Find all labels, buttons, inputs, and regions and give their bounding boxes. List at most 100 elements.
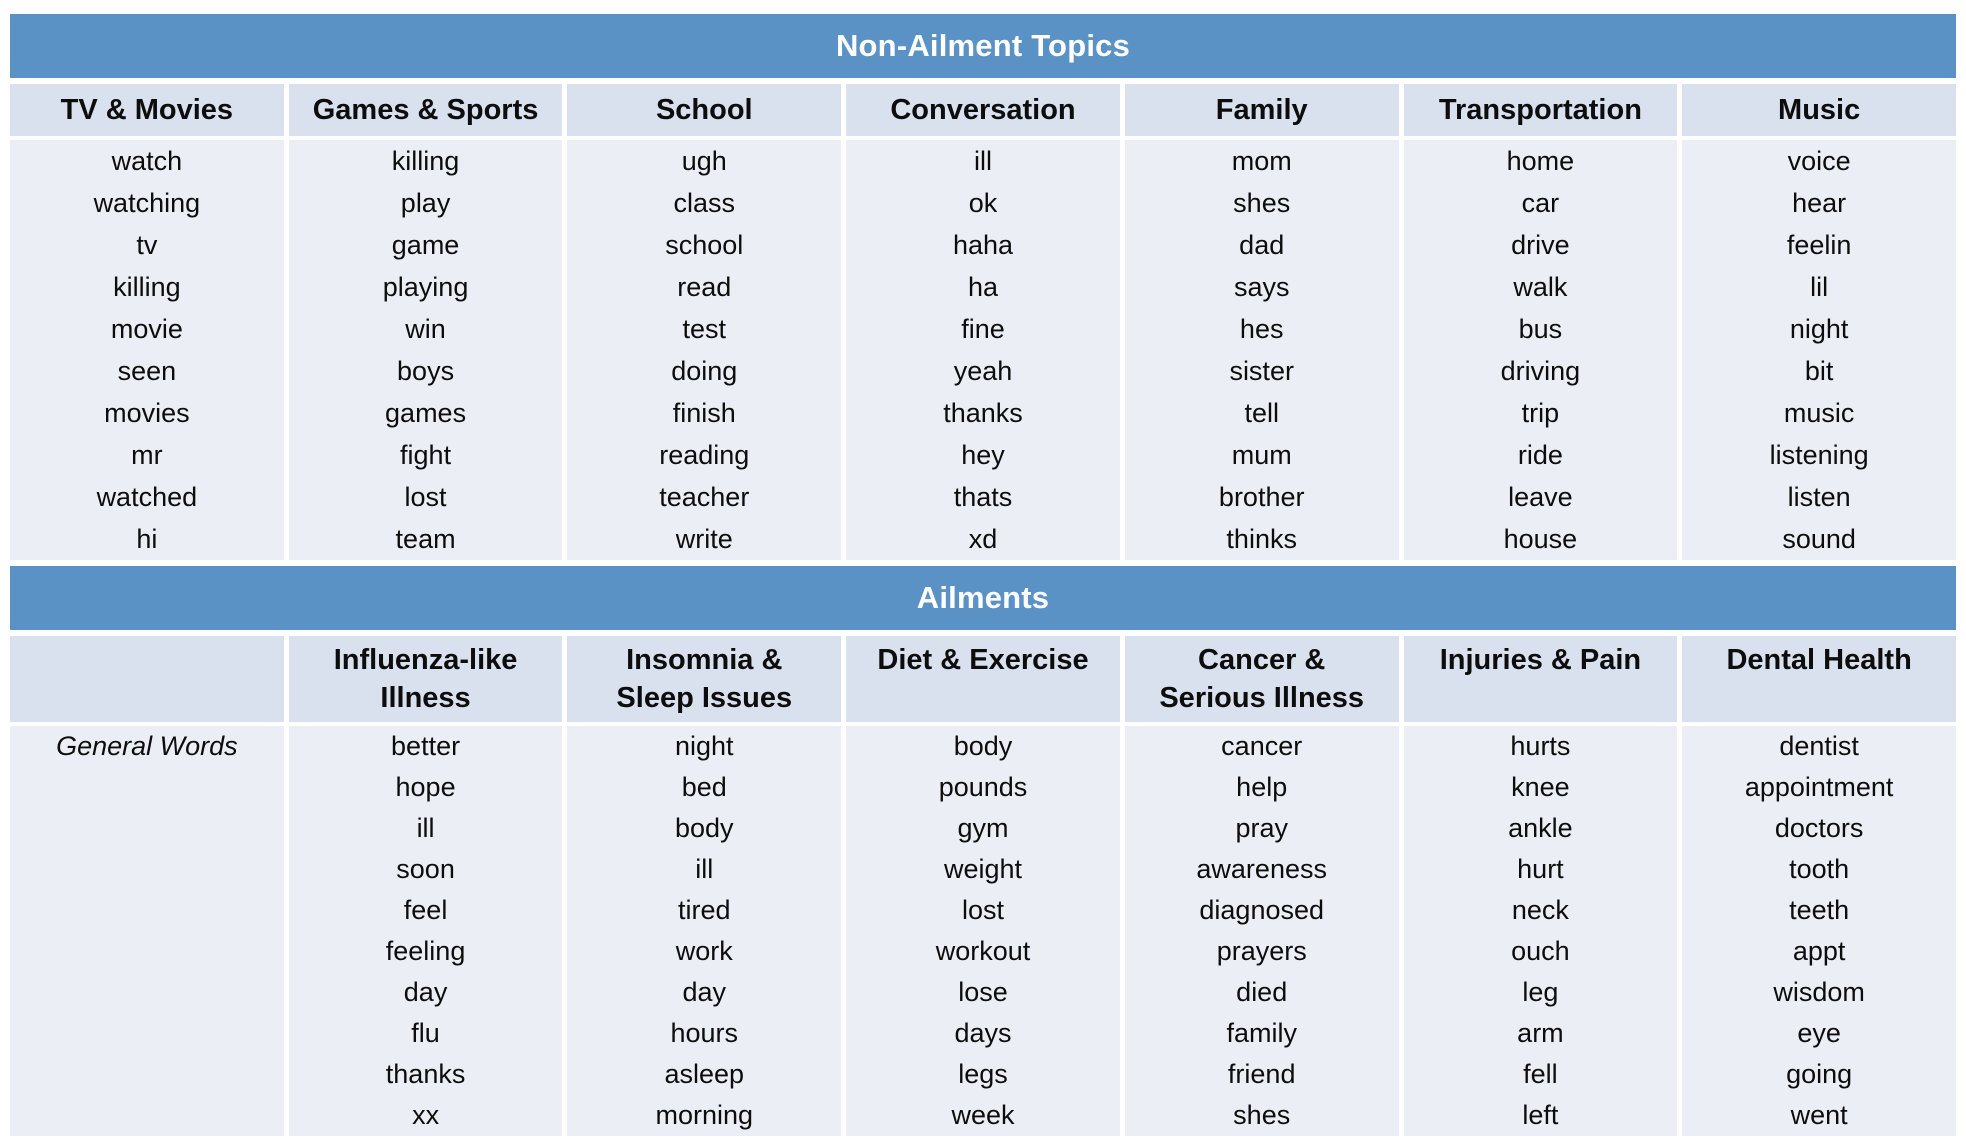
word-cell: class [673,188,736,218]
word-cell: seen [117,356,177,386]
word-cell: yeah [953,356,1013,386]
word-cell: pray [1235,813,1288,843]
word-cell: mr [131,440,163,470]
word-column-games-sports: killing play game playing win boys games fight l… [288,140,563,560]
general-words-label: General Words [56,731,238,761]
word-cell: bus [1518,314,1563,344]
word-cell: better [391,731,461,761]
word-cell: flu [411,1018,440,1048]
word-cell: lost [404,482,447,512]
word-cell: body [675,813,734,843]
word-cell: lose [958,977,1008,1007]
word-cell: trip [1521,398,1560,428]
word-column-injuries-pain: hurts knee ankle hurt neck ouch leg arm fell left [1403,726,1678,1136]
word-cell: soon [396,854,455,884]
word-cell: ill [416,813,435,843]
word-cell: hurts [1510,731,1571,761]
word-cell: fine [961,314,1005,344]
word-cell: ha [967,272,999,302]
word-cell: listen [1787,482,1851,512]
word-cell: appt [1792,936,1846,966]
word-cell: tooth [1789,854,1850,884]
column-header-empty [10,636,284,722]
word-cell: win [405,314,446,344]
word-cell: ankle [1508,813,1573,843]
column-header-influenza: Influenza-like Illness [288,636,563,722]
word-cell: thanks [943,398,1023,428]
row-label-column: General Words [10,726,284,1136]
word-cell: movies [104,398,190,428]
word-cell: weight [943,854,1023,884]
word-cell: died [1236,977,1288,1007]
word-column-conversation: ill ok haha ha fine yeah thanks hey thats xd [846,140,1120,560]
word-cell: awareness [1196,854,1327,884]
word-cell: xx [412,1100,440,1130]
word-cell: killing [391,146,460,176]
word-cell: school [665,230,744,260]
word-cell: movie [110,314,183,344]
word-column-transportation: home car drive walk bus driving trip ride leave h… [1403,140,1678,560]
column-header-tv-movies: TV & Movies [10,84,284,136]
word-cell: watching [93,188,201,218]
column-header-diet-exercise: Diet & Exercise [846,636,1120,722]
non-ailment-body: watch watching tv killing movie seen movies mr w… [10,140,1956,560]
word-cell: games [385,398,467,428]
column-header-conversation: Conversation [846,84,1120,136]
non-ailment-section: Non-Ailment Topics TV & Movies Games & S… [10,14,1956,560]
word-cell: left [1522,1100,1559,1130]
word-column-influenza: better hope ill soon feel feeling day flu thanks… [288,726,563,1136]
word-column-diet-exercise: body pounds gym weight lost workout lose days le… [846,726,1120,1136]
word-cell: ugh [681,146,727,176]
word-cell: day [682,977,727,1007]
word-cell: feelin [1786,230,1852,260]
word-cell: playing [382,272,469,302]
word-cell: mum [1231,440,1292,470]
word-column-insomnia: night bed body ill tired work day hours asleep mo… [567,726,842,1136]
word-cell: gym [957,813,1009,843]
word-cell: hi [136,524,158,554]
ailments-body: General Words better hope ill soon feel feeli… [10,726,1956,1136]
word-cell: thinks [1226,524,1297,554]
column-header-insomnia: Insomnia & Sleep Issues [567,636,842,722]
word-cell: hes [1239,314,1284,344]
column-header-dental-health: Dental Health [1682,636,1956,722]
word-cell: family [1226,1018,1297,1048]
word-cell: team [395,524,456,554]
word-cell: dentist [1779,731,1859,761]
word-column-cancer: cancer help pray awareness diagnosed prayers d… [1124,726,1399,1136]
word-cell: doctors [1774,813,1864,843]
word-cell: work [675,936,733,966]
word-cell: voice [1787,146,1851,176]
non-ailment-header-row: TV & Movies Games & Sports School Conver… [10,84,1956,136]
word-cell: thanks [385,1059,466,1089]
word-cell: watched [96,482,198,512]
word-cell: arm [1517,1018,1564,1048]
word-cell: driving [1500,356,1581,386]
word-cell: reading [659,440,750,470]
word-cell: went [1790,1100,1848,1130]
word-cell: knee [1511,772,1570,802]
word-cell: sound [1782,524,1856,554]
word-cell: prayers [1216,936,1307,966]
word-column-tv-movies: watch watching tv killing movie seen movies mr w… [10,140,284,560]
non-ailment-title-band: Non-Ailment Topics [10,14,1956,78]
word-cell: cancer [1221,731,1303,761]
word-cell: lost [961,895,1004,925]
word-cell: house [1503,524,1578,554]
word-cell: body [953,731,1013,761]
word-cell: tell [1244,398,1279,428]
word-cell: morning [655,1100,754,1130]
column-header-games-sports: Games & Sports [288,84,563,136]
word-cell: bed [681,772,727,802]
word-cell: brother [1218,482,1305,512]
word-cell: test [682,314,727,344]
word-cell: music [1783,398,1855,428]
word-cell: read [677,272,732,302]
word-cell: hear [1792,188,1847,218]
word-cell: friend [1227,1059,1296,1089]
word-cell: day [403,977,448,1007]
word-cell: days [954,1018,1012,1048]
word-cell: killing [113,272,181,302]
word-cell: hope [395,772,456,802]
